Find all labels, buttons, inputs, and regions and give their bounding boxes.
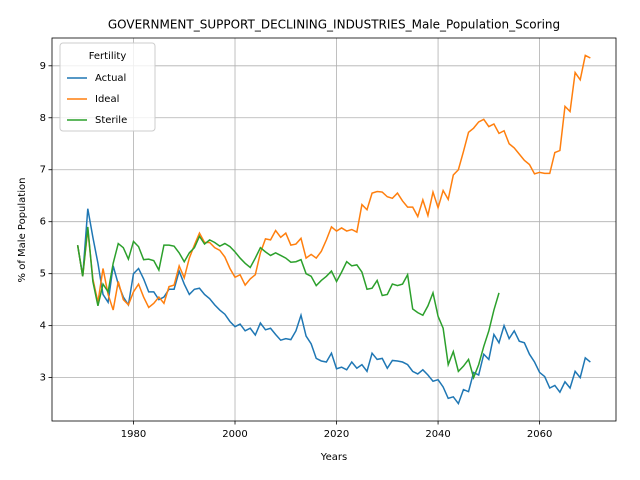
x-tick-label: 2040 — [425, 429, 450, 440]
y-tick-label: 3 — [40, 373, 46, 384]
x-tick-label: 1980 — [121, 429, 146, 440]
legend-label: Actual — [95, 73, 126, 84]
legend-title: Fertility — [89, 51, 127, 62]
legend-box — [59, 42, 156, 132]
legend: Fertility Actual Ideal Sterile — [59, 42, 156, 132]
y-tick-label: 4 — [40, 321, 46, 332]
chart-title: GOVERNMENT_SUPPORT_DECLINING_INDUSTRIES_… — [108, 18, 560, 32]
x-axis-label: Years — [320, 452, 347, 463]
line — [76, 208, 591, 406]
y-tick-label: 6 — [40, 217, 46, 228]
y-tick-label: 7 — [40, 165, 46, 176]
x-tick-label: 2060 — [527, 429, 552, 440]
y-tick-label: 8 — [40, 113, 46, 124]
line — [76, 226, 500, 380]
y-tick-label: 5 — [40, 269, 46, 280]
plot-frame — [51, 37, 617, 422]
y-axis-label: % of Male Population — [17, 178, 28, 283]
x-tick-label: 2000 — [222, 429, 247, 440]
legend-label: Sterile — [95, 115, 127, 126]
line — [76, 54, 591, 311]
x-tick-label: 2020 — [324, 429, 349, 440]
y-tick-label: 9 — [40, 61, 46, 72]
legend-label: Ideal — [95, 94, 119, 105]
